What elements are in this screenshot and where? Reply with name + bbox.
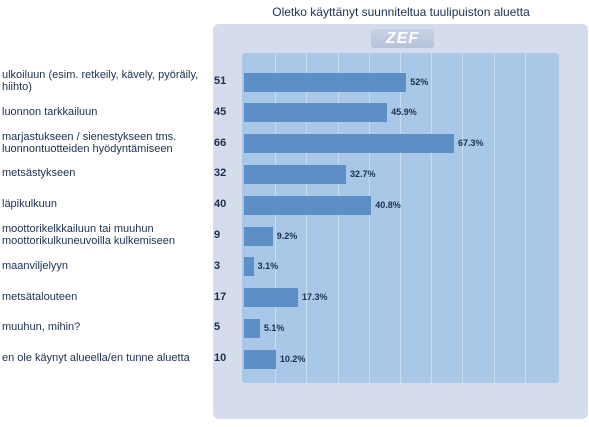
bar (244, 318, 260, 338)
value-label: 32.7% (350, 168, 376, 179)
respondent-count: 5 (214, 321, 221, 334)
respondent-count: 40 (214, 198, 227, 211)
respondent-count: 32 (214, 167, 227, 180)
value-label: 45.9% (391, 107, 417, 118)
gridline (524, 53, 526, 383)
value-label: 3.1% (257, 261, 279, 272)
bar (244, 226, 273, 246)
value-label: 10.2% (279, 353, 306, 364)
category-label: metsästykseen (2, 167, 76, 180)
respondent-count: 9 (214, 229, 221, 241)
gridline (275, 53, 277, 383)
bar (244, 103, 388, 123)
gridline (431, 53, 433, 383)
respondent-count: 45 (214, 105, 227, 118)
bar (244, 195, 372, 215)
gridline (400, 53, 401, 383)
gridline (462, 53, 464, 383)
value-label: 9.2% (276, 230, 298, 241)
category-label: läpikulkuun (2, 198, 58, 211)
bar (244, 288, 298, 308)
bar (244, 72, 407, 92)
category-label: muuhun, mihin? (2, 321, 81, 334)
category-label: ulkoiluun (esim. retkeily, kävely, pyörä… (2, 69, 199, 93)
zef-logo: ZEF (371, 29, 434, 48)
gridline (368, 53, 370, 383)
category-label: en ole käynyt alueella/en tunne aluetta (2, 352, 190, 365)
bar (244, 349, 276, 369)
bar (244, 134, 454, 154)
bar (244, 257, 254, 277)
respondent-count: 51 (214, 75, 227, 87)
value-label: 5.1% (263, 322, 285, 333)
respondent-count: 17 (214, 290, 227, 303)
value-label: 17.3% (301, 292, 328, 303)
gridline (337, 53, 339, 383)
respondent-count: 66 (214, 136, 227, 149)
gridline (306, 53, 308, 383)
value-label: 40.8% (375, 199, 401, 210)
respondent-count: 3 (214, 259, 221, 272)
value-label: 67.3% (457, 138, 484, 149)
gridline (493, 53, 495, 383)
value-label: 52% (410, 76, 429, 87)
category-label: maanviljelyyn (2, 259, 69, 272)
bar (244, 164, 347, 184)
respondent-count: 10 (214, 352, 227, 365)
category-label: moottorikelkkailuun tai muuhun moottorik… (2, 223, 176, 247)
category-label: marjastukseen / sienestykseen tms. luonn… (2, 130, 177, 155)
category-label: luonnon tarkkailuun (2, 105, 98, 118)
category-label: metsätalouteen (2, 290, 78, 303)
chart-title: Oletko käyttänyt suunniteltua tuulipuist… (272, 5, 530, 19)
